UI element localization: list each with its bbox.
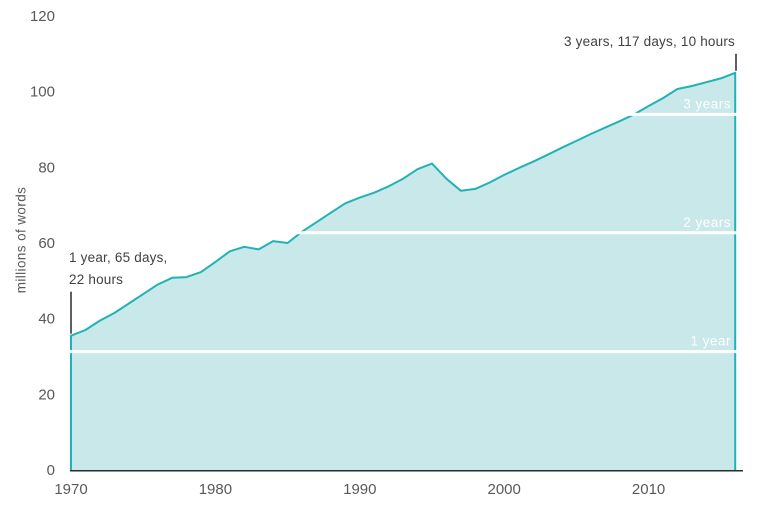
x-tick-label: 2000 [488, 481, 521, 498]
x-tick-label: 1990 [343, 481, 376, 498]
x-tick-label: 1980 [199, 481, 232, 498]
y-tick-label: 0 [47, 462, 55, 479]
ref-line-label: 1 year [690, 334, 731, 349]
annotation-start-label: 1 year, 65 days, 22 hours [69, 247, 168, 292]
annotation-start-line2: 22 hours [69, 272, 124, 288]
y-tick-label: 60 [38, 235, 55, 252]
area-series-group [70, 71, 737, 471]
ref-line-label: 2 years [683, 215, 731, 230]
ref-line-label: 3 years [683, 96, 731, 111]
reference-lines-group: 1 year 2 years 3 years [70, 96, 737, 354]
y-tick-label: 100 [30, 84, 55, 101]
y-tick-label: 40 [38, 311, 55, 328]
annotation-start-line1: 1 year, 65 days, [69, 250, 168, 265]
y-tick-label: 20 [38, 386, 55, 403]
x-tick-label: 2010 [632, 481, 665, 498]
x-tick-label: 1970 [54, 481, 87, 498]
tick-labels-group: 0 20 40 60 80 100 120 1970 1980 1990 2000 2010 [30, 8, 665, 498]
y-axis-title: millions of words [13, 186, 29, 294]
annotation-end-label: 3 years, 117 days, 10 hours [564, 34, 735, 49]
y-tick-label: 120 [30, 8, 55, 25]
y-tick-label: 80 [38, 159, 55, 176]
area-fill [71, 72, 736, 471]
annotation-ticks-group [70, 53, 737, 334]
